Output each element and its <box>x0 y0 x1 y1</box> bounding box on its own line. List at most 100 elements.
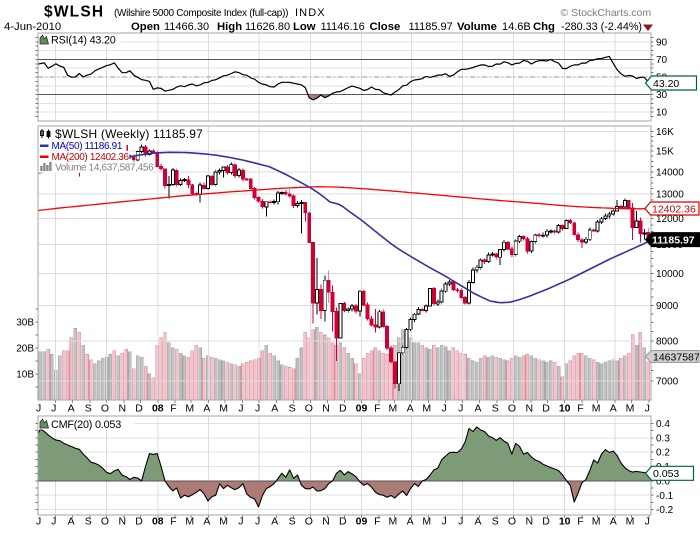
svg-text:J: J <box>238 516 243 528</box>
svg-text:D: D <box>339 516 347 528</box>
svg-text:M: M <box>389 403 398 415</box>
svg-text:30B: 30B <box>16 318 34 329</box>
svg-text:09: 09 <box>356 516 368 528</box>
svg-text:M: M <box>422 516 431 528</box>
svg-text:M: M <box>219 516 228 528</box>
svg-text:F: F <box>577 516 583 528</box>
svg-text:12000: 12000 <box>656 214 684 225</box>
svg-text:J: J <box>36 516 41 528</box>
svg-text:M: M <box>626 516 635 528</box>
svg-text:D: D <box>135 516 143 528</box>
svg-text:O: O <box>101 403 109 415</box>
svg-text:-0.2: -0.2 <box>656 505 674 516</box>
svg-text:S: S <box>85 516 92 528</box>
svg-text:8000: 8000 <box>656 336 679 347</box>
svg-text:Chg: Chg <box>533 21 555 33</box>
svg-text:43.20: 43.20 <box>653 78 679 90</box>
svg-text:30: 30 <box>656 90 668 101</box>
svg-text:INDX: INDX <box>295 7 326 19</box>
svg-text:M: M <box>389 516 398 528</box>
svg-text:A: A <box>271 403 278 415</box>
svg-text:A: A <box>610 403 617 415</box>
svg-text:14.6B: 14.6B <box>502 21 531 33</box>
svg-text:0.053: 0.053 <box>653 468 679 480</box>
svg-text:16K: 16K <box>656 127 674 138</box>
svg-text:J: J <box>36 403 41 415</box>
svg-text:MA(200) 12402.36: MA(200) 12402.36 <box>52 152 130 163</box>
svg-text:A: A <box>271 516 278 528</box>
svg-text:O: O <box>305 403 313 415</box>
svg-text:10: 10 <box>656 108 668 119</box>
svg-text:08: 08 <box>152 403 164 415</box>
svg-text:S: S <box>289 403 296 415</box>
svg-text:M: M <box>219 403 228 415</box>
svg-text:0.3: 0.3 <box>656 433 670 444</box>
svg-text:A: A <box>407 403 414 415</box>
svg-text:0.0: 0.0 <box>656 476 670 487</box>
svg-text:09: 09 <box>356 403 368 415</box>
svg-text:M: M <box>185 403 194 415</box>
svg-text:Volume 14,637,587,456: Volume 14,637,587,456 <box>55 163 154 174</box>
svg-text:Volume: Volume <box>457 21 497 33</box>
svg-text:O: O <box>508 516 516 528</box>
svg-text:S: S <box>85 403 92 415</box>
svg-text:15K: 15K <box>656 147 674 158</box>
svg-text:11626.80: 11626.80 <box>245 21 290 33</box>
svg-text:O: O <box>508 403 516 415</box>
svg-text:F: F <box>374 403 380 415</box>
svg-text:J: J <box>441 516 446 528</box>
svg-text:D: D <box>339 403 347 415</box>
svg-text:RSI(14) 43.20: RSI(14) 43.20 <box>51 35 116 47</box>
svg-text:M: M <box>422 403 431 415</box>
svg-text:CMF(20) 0.053: CMF(20) 0.053 <box>51 419 121 431</box>
svg-text:08: 08 <box>152 516 164 528</box>
svg-text:4-Jun-2010: 4-Jun-2010 <box>4 21 61 33</box>
svg-text:S: S <box>289 516 296 528</box>
svg-text:D: D <box>542 516 550 528</box>
svg-text:10B: 10B <box>16 370 34 381</box>
svg-text:10: 10 <box>559 516 571 528</box>
svg-text:J: J <box>255 516 260 528</box>
svg-text:S: S <box>492 516 499 528</box>
svg-text:M: M <box>592 403 601 415</box>
svg-text:A: A <box>474 516 481 528</box>
svg-text:J: J <box>645 516 650 528</box>
svg-text:J: J <box>238 403 243 415</box>
svg-text:A: A <box>68 516 75 528</box>
svg-text:9000: 9000 <box>656 301 679 312</box>
svg-text:90: 90 <box>656 37 668 48</box>
svg-text:M: M <box>185 516 194 528</box>
svg-text:J: J <box>645 403 650 415</box>
svg-text:F: F <box>577 403 583 415</box>
svg-text:Open: Open <box>131 21 160 33</box>
svg-text:J: J <box>441 403 446 415</box>
svg-text:J: J <box>51 516 56 528</box>
svg-text:10000: 10000 <box>656 269 684 280</box>
svg-text:A: A <box>474 403 481 415</box>
svg-text:11185.97: 11185.97 <box>409 21 453 33</box>
svg-text:11466.30: 11466.30 <box>164 21 209 33</box>
svg-text:$WLSH: $WLSH <box>44 4 104 21</box>
svg-text:MA(50) 11186.91: MA(50) 11186.91 <box>52 141 123 152</box>
svg-text:A: A <box>407 516 414 528</box>
svg-text:A: A <box>68 403 75 415</box>
svg-text:M: M <box>592 516 601 528</box>
svg-text:S: S <box>492 403 499 415</box>
svg-text:13000: 13000 <box>656 190 684 201</box>
svg-text:J: J <box>51 403 56 415</box>
svg-text:Close: Close <box>370 21 401 33</box>
svg-text:A: A <box>203 516 210 528</box>
svg-text:Low: Low <box>293 21 316 33</box>
svg-text:14000: 14000 <box>656 167 684 178</box>
svg-text:A: A <box>203 403 210 415</box>
svg-text:J: J <box>458 403 463 415</box>
svg-text:N: N <box>322 516 330 528</box>
svg-text:20B: 20B <box>16 344 34 355</box>
svg-text:7000: 7000 <box>656 377 679 388</box>
svg-text:0.2: 0.2 <box>656 448 670 459</box>
svg-text:$WLSH (Weekly) 11185.97: $WLSH (Weekly) 11185.97 <box>55 127 203 141</box>
svg-text:F: F <box>170 403 176 415</box>
svg-text:F: F <box>170 516 176 528</box>
svg-text:N: N <box>526 403 534 415</box>
svg-text:0.4: 0.4 <box>656 419 670 430</box>
